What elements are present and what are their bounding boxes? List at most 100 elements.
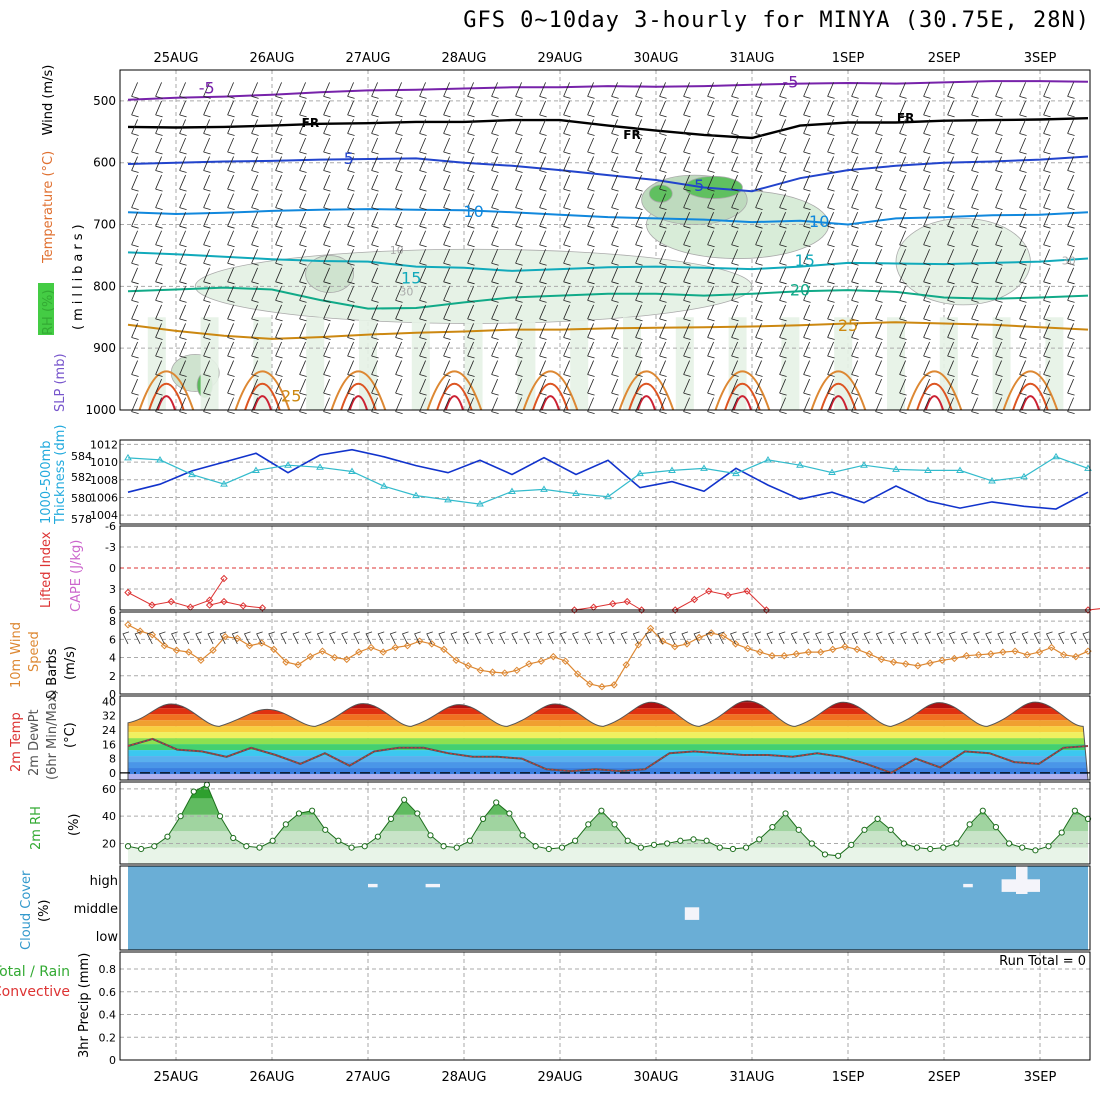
wind-label: Speed (27, 631, 42, 672)
contour-label: 25 (838, 316, 858, 335)
wind-barb (347, 82, 355, 99)
wind-speed-point (683, 640, 691, 648)
wind-barb (1019, 82, 1027, 99)
wind-speed-point (355, 648, 363, 656)
wind-barb (467, 360, 475, 377)
rh-point (913, 844, 921, 851)
wind-barb (851, 137, 859, 155)
wind-speed-point (452, 656, 460, 664)
wind-barb (995, 82, 1003, 99)
wind-barb (275, 267, 283, 285)
wind-barb (1043, 323, 1051, 340)
temp-tick-label: 0 (109, 767, 116, 780)
rh-point (703, 837, 710, 844)
wind-barb (827, 249, 835, 266)
wind-barb (1043, 249, 1051, 266)
rh-point (821, 851, 829, 858)
wind-barb (899, 397, 907, 415)
wind-barb (947, 378, 955, 396)
wind-barb (563, 100, 571, 118)
surface-wind-barb (1082, 631, 1090, 645)
surface-wind-barb (851, 631, 859, 645)
wind-barb (491, 341, 499, 359)
wind-barb (875, 119, 883, 136)
wind-barb (299, 360, 307, 377)
wind-barb (419, 249, 427, 266)
contour-label: FR (897, 111, 914, 125)
surface-wind-barb (547, 631, 555, 645)
wind-barb (179, 267, 187, 285)
wind-barb (851, 360, 859, 377)
wind-barb (155, 249, 163, 266)
rh-column (306, 317, 325, 410)
wind-barb (587, 397, 595, 415)
wind-speed-point (804, 648, 813, 656)
wind-barb (755, 230, 763, 248)
wind-barb (875, 341, 883, 359)
thickness-point (764, 455, 772, 463)
rh-point (361, 843, 368, 850)
wind-barb (803, 360, 811, 377)
wind-barb (1019, 156, 1027, 173)
wind-barb (395, 156, 403, 173)
wind-barb (779, 323, 787, 340)
wind-barb (179, 360, 187, 377)
wind-barb (875, 304, 883, 322)
wind-barb (683, 341, 691, 359)
wind-barb (251, 212, 259, 229)
wind-barb (587, 156, 595, 173)
wind-barb (299, 249, 307, 266)
wind-barb (131, 156, 139, 173)
contour-label: 15 (401, 268, 421, 287)
contour-label: 5 (344, 149, 354, 168)
rh-point (664, 840, 671, 847)
wind-barb (923, 137, 931, 155)
wind-barb (1067, 119, 1075, 136)
wind-barb (131, 174, 139, 192)
wind-barb (803, 156, 811, 173)
temp-band (128, 774, 1088, 780)
wind-barb (731, 100, 739, 118)
wind-barb (155, 378, 163, 396)
wind-barb (971, 323, 979, 340)
wind-barb (395, 397, 403, 415)
wind-barb (851, 230, 859, 248)
wind-barb (395, 360, 403, 377)
wind-barb (683, 378, 691, 396)
wind-barb (803, 249, 811, 266)
wind-barb (827, 119, 835, 136)
thickness-point (124, 453, 132, 461)
surface-wind-barb (875, 631, 883, 645)
wind-barb (1067, 267, 1075, 285)
wind-speed-point (744, 644, 752, 653)
wind-barb (587, 249, 595, 266)
wind-speed-point (476, 666, 485, 675)
wind-label: (m/s) (63, 646, 78, 680)
slp-label: SLP (mb) (53, 353, 68, 412)
wind-barb (1019, 249, 1027, 266)
wind-barb (971, 360, 979, 377)
lifted-index-point (205, 596, 214, 604)
wind-speed-point (549, 652, 558, 661)
rh-point (900, 840, 907, 847)
surface-wind-barb (669, 631, 676, 645)
wind-barb (947, 397, 955, 415)
wind-barb (707, 341, 715, 359)
wind-barb (227, 286, 235, 303)
wind-barb (875, 193, 883, 211)
wind-barb (563, 341, 571, 359)
wind-barb (131, 119, 139, 136)
wind-barb (827, 174, 835, 192)
wind-barb (635, 193, 643, 211)
wind-barb (587, 230, 595, 248)
rh-point (808, 840, 815, 847)
thickness-point (540, 485, 548, 492)
wind-barb (1043, 212, 1051, 229)
wind-barb (467, 304, 475, 322)
thickness-point (252, 466, 260, 473)
wind-barb (827, 304, 835, 322)
surface-wind-barb (596, 631, 604, 645)
rh-point (887, 826, 894, 833)
thickness-point (348, 467, 356, 474)
wind-speed-point (257, 639, 266, 647)
